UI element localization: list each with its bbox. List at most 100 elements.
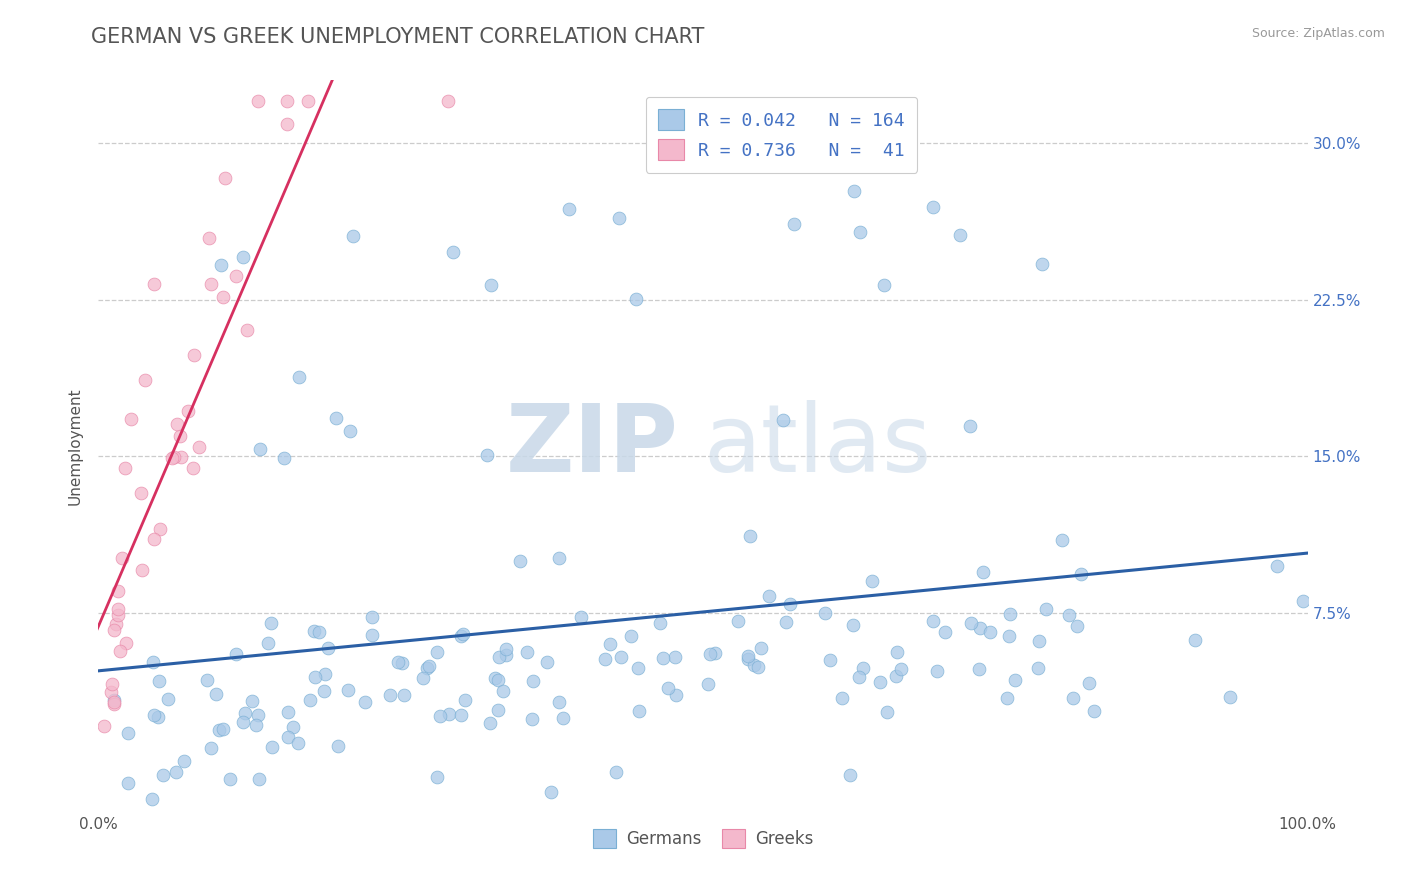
- Point: [516, 645, 538, 659]
- Point: [627, 704, 650, 718]
- Point: [198, 231, 221, 245]
- Point: [1004, 673, 1026, 687]
- Point: [103, 623, 125, 637]
- Point: [1062, 691, 1084, 706]
- Point: [495, 648, 517, 663]
- Point: [522, 673, 544, 688]
- Point: [492, 683, 515, 698]
- Point: [605, 765, 627, 780]
- Point: [281, 720, 304, 734]
- Point: [979, 624, 1001, 639]
- Point: [995, 691, 1018, 706]
- Point: [599, 637, 621, 651]
- Point: [657, 681, 679, 695]
- Point: [742, 657, 765, 672]
- Point: [959, 418, 981, 433]
- Point: [838, 768, 860, 782]
- Point: [876, 706, 898, 720]
- Point: [779, 598, 801, 612]
- Point: [103, 695, 125, 709]
- Point: [1078, 676, 1101, 690]
- Point: [747, 660, 769, 674]
- Point: [240, 694, 263, 708]
- Point: [115, 636, 138, 650]
- Point: [412, 671, 434, 685]
- Point: [921, 614, 943, 628]
- Point: [610, 649, 633, 664]
- Point: [156, 692, 179, 706]
- Point: [665, 688, 688, 702]
- Point: [749, 640, 772, 655]
- Point: [548, 551, 571, 566]
- Point: [117, 725, 139, 739]
- Point: [360, 610, 382, 624]
- Point: [972, 566, 994, 580]
- Point: [107, 584, 129, 599]
- Point: [934, 625, 956, 640]
- Y-axis label: Unemployment: Unemployment: [67, 387, 83, 505]
- Point: [183, 348, 205, 362]
- Point: [103, 692, 125, 706]
- Point: [418, 658, 440, 673]
- Point: [1028, 633, 1050, 648]
- Point: [775, 615, 797, 629]
- Point: [620, 629, 643, 643]
- Point: [884, 669, 907, 683]
- Point: [205, 687, 228, 701]
- Point: [1292, 594, 1315, 608]
- Point: [607, 211, 630, 225]
- Point: [148, 674, 170, 689]
- Point: [848, 669, 870, 683]
- Point: [257, 636, 280, 650]
- Point: [569, 610, 592, 624]
- Point: [648, 615, 671, 630]
- Point: [651, 651, 673, 665]
- Point: [704, 646, 727, 660]
- Point: [758, 589, 780, 603]
- Point: [450, 708, 472, 723]
- Point: [1265, 559, 1288, 574]
- Point: [1184, 632, 1206, 647]
- Point: [276, 94, 298, 108]
- Point: [225, 268, 247, 283]
- Text: Source: ZipAtlas.com: Source: ZipAtlas.com: [1251, 27, 1385, 40]
- Point: [426, 770, 449, 784]
- Point: [163, 450, 186, 464]
- Point: [142, 277, 165, 292]
- Point: [392, 688, 415, 702]
- Point: [813, 606, 835, 620]
- Point: [540, 785, 562, 799]
- Point: [339, 425, 361, 439]
- Point: [1057, 607, 1080, 622]
- Point: [360, 628, 382, 642]
- Point: [287, 736, 309, 750]
- Point: [737, 649, 759, 664]
- Point: [149, 522, 172, 536]
- Point: [107, 601, 129, 615]
- Point: [131, 563, 153, 577]
- Point: [211, 290, 233, 304]
- Point: [93, 718, 115, 732]
- Point: [495, 642, 517, 657]
- Point: [120, 412, 142, 426]
- Point: [225, 648, 247, 662]
- Point: [486, 702, 509, 716]
- Point: [454, 693, 477, 707]
- Point: [298, 692, 321, 706]
- Point: [450, 629, 472, 643]
- Point: [860, 574, 883, 588]
- Point: [314, 666, 336, 681]
- Point: [475, 448, 498, 462]
- Point: [1083, 704, 1105, 718]
- Point: [337, 683, 360, 698]
- Point: [169, 429, 191, 443]
- Point: [247, 708, 270, 723]
- Point: [142, 707, 165, 722]
- Point: [451, 627, 474, 641]
- Point: [297, 94, 319, 108]
- Point: [232, 714, 254, 729]
- Point: [212, 723, 235, 737]
- Point: [166, 417, 188, 432]
- Point: [316, 640, 339, 655]
- Point: [101, 677, 124, 691]
